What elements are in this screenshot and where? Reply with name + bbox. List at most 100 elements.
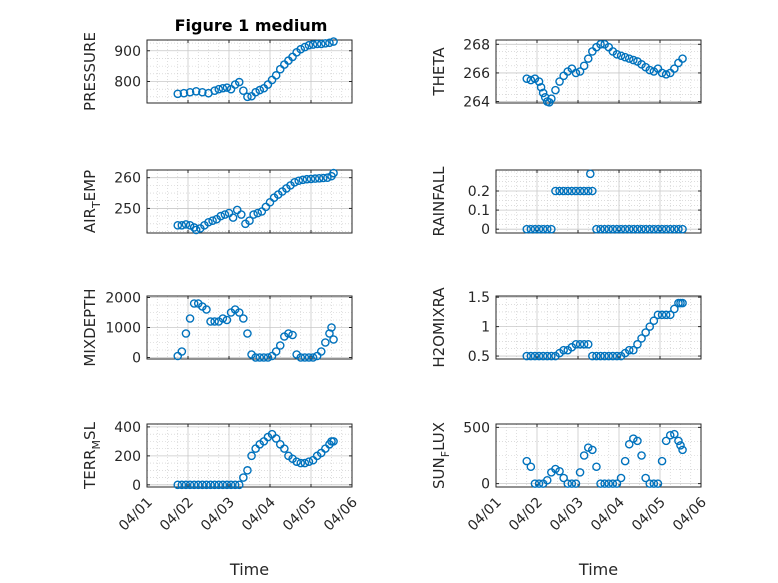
data-point — [239, 314, 248, 323]
series-markers — [173, 429, 338, 490]
data-point — [181, 220, 191, 229]
data-point — [173, 89, 183, 99]
data-point — [179, 88, 189, 98]
y-tick-label: 250 — [114, 201, 141, 217]
data-point — [575, 186, 585, 196]
subplot-6: 0.5 1 1.5 H2OMIXRA — [430, 287, 702, 368]
data-point — [579, 339, 589, 349]
data-point — [670, 64, 679, 73]
data-point — [588, 351, 597, 361]
plot-area — [496, 170, 701, 233]
x-tick-label: 04/04 — [239, 494, 279, 534]
data-point — [185, 314, 195, 323]
data-point — [547, 224, 556, 234]
data-point — [325, 38, 334, 48]
data-point — [304, 40, 314, 50]
x-tick-label: 04/05 — [280, 495, 320, 535]
series-markers — [522, 39, 687, 107]
data-point — [191, 225, 201, 235]
data-point — [559, 186, 568, 196]
subplot-2: 264 266 268 THETA — [430, 37, 702, 111]
data-point — [216, 211, 226, 221]
data-point — [612, 479, 622, 488]
data-point — [214, 84, 224, 94]
data-point — [649, 316, 659, 326]
subplot-4: 0 0.1 0.2 RAINFALL — [430, 166, 702, 238]
data-point — [612, 351, 622, 361]
data-point — [321, 39, 330, 48]
data-point — [329, 437, 338, 446]
y-tick-label: 900 — [114, 44, 141, 60]
data-point — [275, 341, 285, 350]
data-point — [645, 224, 655, 234]
data-point — [296, 458, 306, 468]
data-point — [526, 351, 536, 361]
data-point — [596, 39, 605, 49]
data-point — [588, 445, 597, 455]
data-point — [185, 221, 195, 230]
data-point — [645, 479, 655, 488]
data-point — [243, 92, 252, 102]
y-tick-label: 1000 — [105, 321, 141, 337]
data-point — [596, 479, 605, 488]
data-point — [670, 304, 679, 314]
data-point — [596, 224, 605, 234]
data-point — [251, 353, 260, 362]
data-point — [583, 443, 593, 452]
data-point — [185, 87, 195, 97]
data-point — [292, 457, 301, 466]
data-point — [323, 173, 332, 182]
data-point — [665, 224, 675, 234]
subplots-grid: 800 900 PRESSURE 264 266 268 THETA 250 260 AIRTEM… — [81, 32, 710, 579]
data-point — [596, 351, 605, 361]
data-point — [234, 480, 244, 490]
y-tick-label: 0.5 — [468, 349, 490, 365]
data-point — [629, 55, 638, 65]
y-axis-label: TERRMSL — [81, 421, 103, 490]
data-point — [620, 224, 630, 234]
y-tick-label: 264 — [463, 95, 490, 111]
data-point — [526, 75, 536, 85]
data-point — [288, 330, 297, 340]
y-tick-label: 1.5 — [468, 290, 490, 306]
y-tick-label: 0 — [481, 477, 490, 493]
data-point — [542, 475, 552, 485]
y-axis-label: SUNFLUX — [430, 422, 452, 489]
data-point — [218, 83, 228, 93]
data-point — [674, 436, 683, 446]
x-tick-label: 04/01 — [116, 495, 156, 535]
axes-box — [495, 169, 702, 234]
data-point — [294, 176, 304, 186]
data-point — [661, 70, 671, 79]
data-point — [193, 480, 203, 490]
data-point — [218, 480, 228, 490]
data-point — [583, 186, 593, 196]
data-point — [616, 473, 626, 483]
x-tick-label: 04/03 — [547, 495, 587, 535]
data-point — [181, 480, 191, 490]
data-point — [234, 308, 244, 317]
data-point — [280, 444, 289, 453]
data-point — [571, 186, 581, 196]
data-point — [189, 223, 199, 232]
data-point — [222, 83, 232, 92]
series-markers — [173, 299, 338, 362]
data-point — [230, 480, 240, 490]
data-point — [210, 480, 219, 490]
data-point — [629, 224, 638, 234]
series-markers — [173, 37, 338, 102]
data-point — [674, 224, 683, 234]
y-tick-label: 800 — [114, 74, 141, 90]
data-point — [633, 224, 642, 234]
data-point — [310, 174, 320, 183]
data-point — [592, 224, 601, 234]
data-point — [641, 224, 650, 234]
data-point — [534, 77, 544, 86]
data-point — [551, 85, 560, 95]
data-point — [645, 65, 655, 75]
data-point — [236, 210, 246, 219]
data-point — [534, 224, 544, 234]
data-point — [649, 224, 659, 234]
data-point — [314, 173, 324, 183]
data-point — [522, 456, 532, 466]
